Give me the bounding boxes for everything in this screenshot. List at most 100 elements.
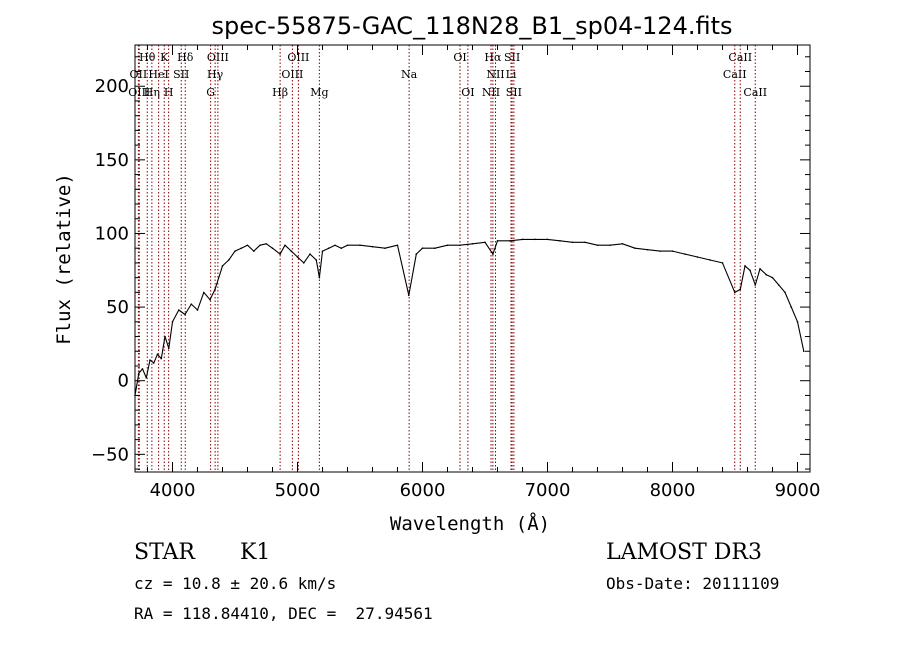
data-point-0-14 — [196, 309, 199, 311]
y-tick-label-3: 100 — [95, 223, 129, 244]
data-point-0-35 — [321, 250, 324, 252]
marker-label-8: H — [164, 86, 174, 99]
data-point-0-65 — [646, 248, 649, 251]
marker-label-22: Li — [506, 68, 517, 81]
marker-label-11: G — [206, 86, 215, 99]
data-point-0-82 — [790, 306, 793, 308]
marker-label-7: SII — [173, 68, 189, 81]
x-tick-label-5: 9000 — [775, 480, 821, 501]
data-point-0-40 — [359, 244, 361, 247]
marker-label-20: SII — [504, 51, 520, 64]
data-point-0-27 — [279, 253, 281, 255]
marker-label-16: Na — [401, 68, 418, 81]
data-point-0-67 — [671, 250, 674, 252]
data-point-0-72 — [733, 291, 736, 294]
data-point-0-71 — [721, 262, 724, 264]
data-point-0-19 — [227, 259, 230, 261]
marker-label-13: OIII — [281, 68, 303, 81]
y-tick-label-0: −50 — [91, 444, 129, 465]
marker-label-17: OI — [453, 51, 466, 64]
data-point-0-20 — [234, 250, 236, 252]
data-point-0-43 — [396, 244, 399, 247]
line-markers: Hθ OII OIII K HeI Hη Hδ SII H OIII Hγ G OIII OIII Hβ Mg… — [128, 45, 767, 472]
data-point-0-42 — [384, 247, 386, 249]
data-point-0-46 — [421, 247, 424, 249]
data-point-0-30 — [296, 256, 299, 258]
data-point-0-63 — [621, 242, 624, 245]
marker-label-0: Hθ — [139, 51, 156, 64]
series-line-0 — [134, 238, 805, 396]
data-point-0-9 — [167, 347, 170, 350]
data-point-0-81 — [784, 291, 786, 294]
data-point-0-31 — [302, 262, 305, 264]
data-point-0-83 — [796, 321, 799, 323]
marker-label-27: CaII — [743, 86, 767, 99]
marker-label-10: Hγ — [207, 68, 224, 81]
data-point-0-15 — [202, 291, 205, 294]
data-point-0-47 — [434, 247, 436, 249]
subclass-label: K1 — [240, 540, 271, 565]
data-point-0-2 — [141, 368, 144, 370]
data-point-0-1 — [137, 372, 140, 375]
data-point-0-11 — [177, 309, 180, 311]
x-tick-label-4: 8000 — [650, 480, 696, 501]
marker-label-25: CaII — [728, 51, 752, 64]
marker-label-1: OII — [130, 68, 148, 81]
data-point-0-68 — [684, 253, 686, 255]
data-point-0-4 — [149, 359, 151, 361]
data-point-0-62 — [609, 244, 611, 247]
survey-label: LAMOST DR3 — [606, 540, 762, 565]
marker-label-24: SII — [506, 86, 522, 99]
coordinates: RA = 118.84410, DEC = 27.94561 — [134, 604, 433, 623]
data-point-0-52 — [492, 253, 494, 255]
data-point-0-59 — [571, 241, 574, 244]
x-tick-label-2: 6000 — [400, 480, 446, 501]
data-point-0-79 — [771, 276, 774, 279]
marker-label-2: OIII — [128, 86, 150, 99]
data-point-0-17 — [214, 288, 216, 291]
data-point-0-29 — [290, 250, 293, 252]
marker-label-21: NII — [486, 68, 504, 81]
y-axis-label: Flux (relative) — [53, 173, 75, 345]
data-point-0-23 — [252, 250, 255, 252]
y-tick-label-2: 50 — [106, 297, 129, 318]
data-point-0-7 — [160, 357, 163, 360]
data-point-0-48 — [446, 244, 449, 247]
marker-label-4: HeI — [148, 68, 168, 81]
data-point-0-58 — [559, 240, 561, 242]
data-point-0-70 — [709, 259, 711, 261]
data-point-0-78 — [765, 273, 768, 276]
y-tick-label-4: 150 — [95, 150, 129, 171]
data-point-0-66 — [659, 250, 661, 252]
data-point-0-73 — [739, 288, 742, 291]
marker-label-6: Hδ — [177, 51, 194, 64]
data-point-0-22 — [246, 244, 249, 247]
data-point-0-10 — [171, 321, 174, 323]
data-point-0-56 — [534, 238, 536, 241]
data-point-0-39 — [346, 244, 349, 247]
marker-label-15: Mg — [310, 86, 328, 99]
spectrum-series — [134, 238, 805, 397]
data-point-0-36 — [327, 247, 330, 249]
marker-label-5: Hη — [144, 86, 160, 99]
data-point-0-24 — [259, 244, 261, 247]
x-tick-label-3: 7000 — [525, 480, 571, 501]
data-point-0-45 — [415, 253, 418, 255]
data-point-0-37 — [334, 244, 336, 247]
marker-label-26: CaII — [723, 68, 747, 81]
data-point-0-75 — [749, 269, 751, 272]
data-point-0-33 — [315, 259, 318, 261]
data-point-0-44 — [407, 294, 410, 297]
data-point-0-12 — [184, 313, 186, 316]
data-point-0-50 — [471, 242, 474, 245]
plot-frame — [134, 44, 811, 473]
data-point-0-84 — [802, 350, 805, 353]
data-point-0-34 — [318, 276, 321, 279]
data-point-0-3 — [145, 376, 148, 379]
chart-title: spec-55875-GAC_118N28_B1_sp04-124.fits — [211, 12, 732, 40]
y-tick-label-5: 200 — [95, 76, 129, 97]
data-point-0-21 — [240, 247, 243, 249]
data-point-0-54 — [509, 240, 511, 242]
data-point-0-13 — [190, 303, 193, 305]
